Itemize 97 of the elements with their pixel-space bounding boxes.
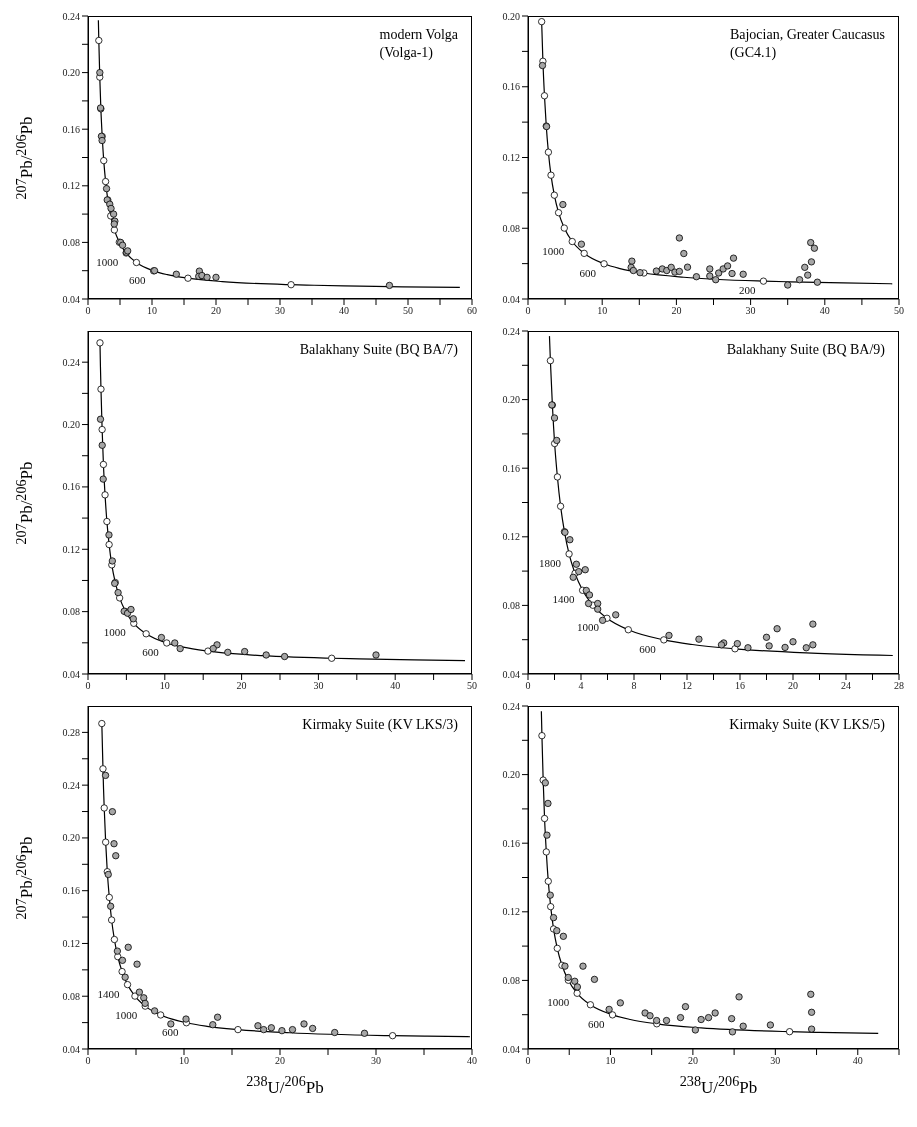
y-tick-label: 0.20 bbox=[502, 10, 520, 22]
x-tick-label: 8 bbox=[631, 680, 637, 692]
x-tick-label: 0 bbox=[525, 1055, 531, 1067]
x-tick-label: 28 bbox=[894, 680, 904, 692]
y-tick-label: 0.08 bbox=[502, 974, 520, 986]
y-tick-label: 0.08 bbox=[502, 222, 520, 234]
y-tick-label: 0.08 bbox=[62, 990, 80, 1002]
y-tick-label: 0.24 bbox=[502, 700, 520, 712]
text: Balakhany Suite (BQ BA/7) bbox=[299, 341, 458, 359]
x-tick-label: 10 bbox=[147, 305, 157, 317]
y-tick-label: 0.20 bbox=[62, 419, 80, 431]
y-tick-label: 0.16 bbox=[502, 837, 520, 849]
y-tick-label: 0.16 bbox=[62, 123, 80, 135]
y-tick-label: 0.04 bbox=[62, 668, 80, 680]
y-tick-label: 0.04 bbox=[502, 668, 520, 680]
x-tick-label: 4 bbox=[578, 680, 584, 692]
x-tick-label: 10 bbox=[159, 680, 170, 692]
y-tick-label: 0.20 bbox=[502, 394, 520, 406]
annotation: 1400 bbox=[97, 987, 121, 1000]
annotation: 600 bbox=[142, 645, 160, 658]
x-tick-label: 10 bbox=[597, 305, 608, 317]
x-tick-label: 20 bbox=[671, 305, 682, 317]
x-tick-label: 0 bbox=[525, 305, 531, 317]
x-tick-label: 20 bbox=[211, 305, 221, 317]
annotation: 1000 bbox=[576, 621, 600, 634]
x-tick-label: 30 bbox=[745, 305, 756, 317]
text: Kirmaky Suite (KV LKS/5) bbox=[729, 716, 885, 734]
x-tick-label: 20 bbox=[788, 680, 798, 692]
y-tick-label: 0.12 bbox=[62, 938, 80, 950]
x-tick-label: 40 bbox=[852, 1055, 863, 1067]
annotation: 1000 bbox=[96, 256, 119, 269]
annotation: 600 bbox=[579, 266, 597, 279]
x-axis-title: $^{238}$U/$^{206}$Pb bbox=[245, 1073, 325, 1099]
x-tick-label: 20 bbox=[687, 1055, 698, 1067]
y-tick-label: 0.24 bbox=[62, 356, 80, 368]
x-tick-label: 40 bbox=[390, 680, 401, 692]
x-tick-label: 40 bbox=[339, 305, 349, 317]
x-axis-title: $^{238}$U/$^{206}$Pb bbox=[678, 1073, 759, 1099]
y-tick-label: 0.16 bbox=[62, 885, 80, 897]
y-tick-label: 0.12 bbox=[502, 906, 520, 918]
y-tick-label: 0.04 bbox=[502, 1043, 520, 1055]
text: Bajocian, Greater Caucasus (GC4.1) bbox=[729, 26, 885, 61]
y-tick-label: 0.04 bbox=[62, 293, 80, 305]
y-tick-label: 0.04 bbox=[62, 1043, 80, 1055]
y-tick-label: 0.08 bbox=[62, 606, 80, 618]
y-tick-label: 0.20 bbox=[502, 769, 520, 781]
y-tick-label: 0.20 bbox=[62, 832, 80, 844]
y-tick-label: 0.28 bbox=[62, 726, 80, 738]
x-tick-label: 10 bbox=[179, 1055, 189, 1067]
annotation: 200 bbox=[738, 284, 756, 297]
x-tick-label: 20 bbox=[236, 680, 247, 692]
x-tick-label: 50 bbox=[894, 305, 904, 317]
x-tick-label: 60 bbox=[467, 305, 477, 317]
y-tick-label: 0.04 bbox=[502, 293, 520, 305]
text: modern Volga (Volga-1) bbox=[379, 26, 458, 61]
x-tick-label: 0 bbox=[525, 680, 531, 692]
x-tick-label: 30 bbox=[275, 305, 285, 317]
text: Balakhany Suite (BQ BA/9) bbox=[726, 341, 885, 359]
y-tick-label: 0.12 bbox=[502, 531, 520, 543]
y-tick-label: 0.24 bbox=[502, 325, 520, 337]
x-tick-label: 40 bbox=[819, 305, 830, 317]
annotation: 600 bbox=[161, 1025, 179, 1038]
x-tick-label: 40 bbox=[467, 1055, 477, 1067]
y-tick-label: 0.24 bbox=[62, 779, 80, 791]
x-tick-label: 24 bbox=[841, 680, 851, 692]
x-tick-label: 30 bbox=[371, 1055, 381, 1067]
x-tick-label: 10 bbox=[605, 1055, 616, 1067]
x-tick-label: 0 bbox=[85, 305, 91, 317]
y-tick-label: 0.16 bbox=[502, 81, 520, 93]
x-tick-label: 30 bbox=[313, 680, 324, 692]
x-tick-label: 50 bbox=[403, 305, 413, 317]
annotation: 600 bbox=[639, 642, 657, 655]
annotation: 1000 bbox=[103, 626, 127, 639]
x-tick-label: 0 bbox=[85, 680, 91, 692]
y-tick-label: 0.20 bbox=[62, 67, 80, 79]
x-tick-label: 20 bbox=[275, 1055, 285, 1067]
x-tick-label: 30 bbox=[770, 1055, 781, 1067]
text: Kirmaky Suite (KV LKS/3) bbox=[302, 716, 458, 734]
annotation: 1000 bbox=[542, 244, 565, 257]
x-tick-label: 16 bbox=[735, 680, 745, 692]
y-tick-label: 0.16 bbox=[62, 481, 80, 493]
y-tick-label: 0.16 bbox=[502, 462, 520, 474]
y-tick-label: 0.12 bbox=[62, 180, 80, 192]
y-tick-label: 0.24 bbox=[62, 10, 80, 22]
annotation: 1400 bbox=[552, 593, 576, 606]
annotation: 600 bbox=[129, 273, 147, 286]
x-tick-label: 50 bbox=[467, 680, 477, 692]
annotation: 600 bbox=[588, 1017, 606, 1030]
y-tick-label: 0.08 bbox=[502, 599, 520, 611]
y-tick-label: 0.12 bbox=[62, 543, 80, 555]
y-tick-label: 0.12 bbox=[502, 152, 520, 164]
annotation: 1000 bbox=[115, 1009, 138, 1022]
x-tick-label: 0 bbox=[85, 1055, 91, 1067]
x-tick-label: 12 bbox=[682, 680, 692, 692]
y-tick-label: 0.08 bbox=[62, 236, 80, 248]
annotation: 1800 bbox=[539, 556, 562, 569]
annotation: 1000 bbox=[547, 996, 570, 1009]
